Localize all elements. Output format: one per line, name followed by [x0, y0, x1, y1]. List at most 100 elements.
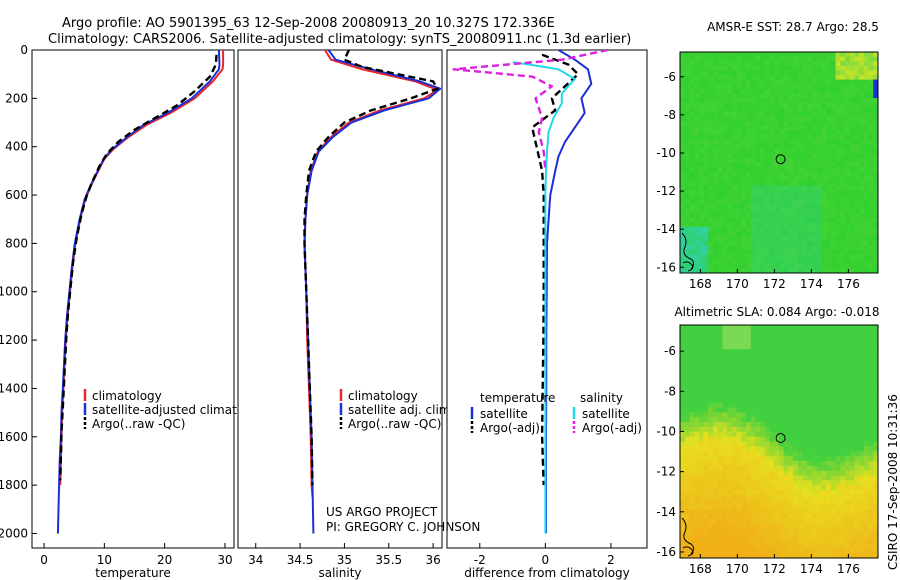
- map-sla-cell: [840, 426, 846, 433]
- map-sla-cell: [698, 383, 704, 389]
- map-sla-cell: [746, 397, 752, 404]
- map-sla-cell: [703, 475, 709, 481]
- map-sst-cell: [783, 245, 789, 251]
- map-sla-cell: [835, 354, 841, 360]
- map-sst-cell: [868, 190, 874, 196]
- map-sst-cell: [854, 65, 860, 71]
- map-sla-cell: [783, 548, 789, 554]
- map-sla-cell: [812, 368, 818, 374]
- map-sla-cell: [698, 475, 704, 481]
- map-sla-cell: [731, 402, 737, 408]
- map-sla-cell: [859, 344, 865, 350]
- map-sla-cell: [746, 533, 752, 539]
- map-sla-cell: [736, 383, 742, 389]
- map-sst-cell: [802, 70, 808, 76]
- map-sla-cell: [812, 548, 818, 554]
- map-sst-cell: [863, 102, 869, 108]
- map-sla-cell: [826, 533, 832, 539]
- map-sst-cell: [845, 222, 851, 228]
- map-sla-cell: [849, 446, 855, 452]
- map-sst-cell: [868, 153, 874, 159]
- map-sla-cell: [835, 543, 841, 549]
- map-sst-cell: [703, 176, 709, 182]
- map-sla-cell: [708, 373, 714, 379]
- temperature-ytick-label: 200: [5, 91, 28, 105]
- map-sst-cell: [698, 79, 704, 85]
- map-sla-cell: [816, 354, 822, 360]
- map-sla-cell: [849, 528, 855, 535]
- map-sst-cell: [727, 185, 733, 191]
- map-sla-cell: [859, 460, 865, 467]
- map-sla-cell: [774, 446, 780, 452]
- map-sst-cell: [684, 107, 690, 113]
- map-sla-cell: [797, 528, 803, 535]
- map-sla-cell: [689, 509, 695, 515]
- map-sst-cell: [859, 203, 865, 209]
- map-sst-cell: [694, 240, 700, 246]
- temperature-ytick-label: 800: [5, 236, 28, 250]
- map-sla-cell: [830, 363, 836, 370]
- map-sst-cell: [698, 199, 704, 205]
- map-sst-cell: [769, 130, 775, 136]
- salinity-panel: 34 34.5 35 35.5 36salinityclimatologysatelli…: [237, 49, 454, 580]
- difference-legend-group-title: salinity: [580, 391, 623, 405]
- map-sla-cell: [821, 354, 827, 360]
- map-sst-cell: [840, 75, 846, 81]
- map-sst-cell: [849, 116, 855, 122]
- map-sla-cell: [722, 499, 728, 505]
- map-sst-cell: [840, 93, 846, 99]
- map-sla-cell: [797, 431, 803, 438]
- map-sla-cell: [863, 470, 869, 476]
- map-sst-cell: [868, 226, 874, 232]
- map-sla-cell: [746, 528, 752, 535]
- map-sst-cell: [859, 268, 865, 274]
- map-sla-cell: [755, 407, 761, 413]
- map-sla-cell: [868, 456, 874, 462]
- map-sst-cell: [868, 93, 874, 99]
- map-sla-cell: [845, 388, 851, 394]
- map-sst-cell: [708, 153, 714, 159]
- map-sst-cell: [788, 217, 794, 223]
- map-sst-cell: [713, 185, 719, 191]
- map-sst-cell: [859, 254, 865, 260]
- map-sla-cell: [680, 344, 686, 350]
- map-sla-cell: [793, 373, 799, 379]
- map-sla-cell: [854, 538, 860, 544]
- map-sst-cell: [736, 88, 742, 94]
- map-sst-cell: [689, 84, 695, 90]
- map-sst-cell: [769, 190, 775, 196]
- map-sst-cell: [797, 98, 803, 104]
- map-sla-cell: [698, 514, 704, 520]
- map-sst-cell: [826, 231, 832, 237]
- map-sla-cell: [755, 490, 761, 496]
- salinity-legend-label: Argo(..raw -QC): [348, 417, 441, 431]
- map-sla-cell: [868, 426, 874, 433]
- map-sst-cell: [863, 107, 869, 113]
- salinity-xtick-label: 35.5: [375, 553, 402, 567]
- map-sla-cell: [793, 553, 799, 559]
- map-sst-cell: [708, 208, 714, 214]
- map-sla-cell: [746, 363, 752, 370]
- map-sst-cell: [717, 130, 723, 136]
- map-sst-cell: [698, 56, 704, 62]
- map-sla-cell: [845, 368, 851, 374]
- map-sst-cell: [788, 231, 794, 237]
- map-sla-cell: [708, 358, 714, 365]
- map-sla-cell: [859, 446, 865, 452]
- map-sst-cell: [764, 194, 770, 200]
- map-sst-cell: [703, 254, 709, 260]
- map-sla-cell: [812, 499, 818, 505]
- map-sst-cell: [708, 144, 714, 150]
- map-sst-cell: [736, 70, 742, 76]
- map-sla-cell: [694, 363, 700, 370]
- map-sst-cell: [731, 134, 737, 140]
- map-sst-cell: [812, 121, 818, 127]
- map-sla-cell: [750, 397, 756, 404]
- map-sst-cell: [835, 121, 841, 127]
- map-sla-cell: [764, 456, 770, 462]
- map-sst-cell: [717, 213, 723, 219]
- map-sla-cell: [859, 528, 865, 535]
- map-sst-cell: [779, 98, 785, 104]
- map-sla-cell: [755, 349, 761, 355]
- map-sst-cell: [769, 111, 775, 117]
